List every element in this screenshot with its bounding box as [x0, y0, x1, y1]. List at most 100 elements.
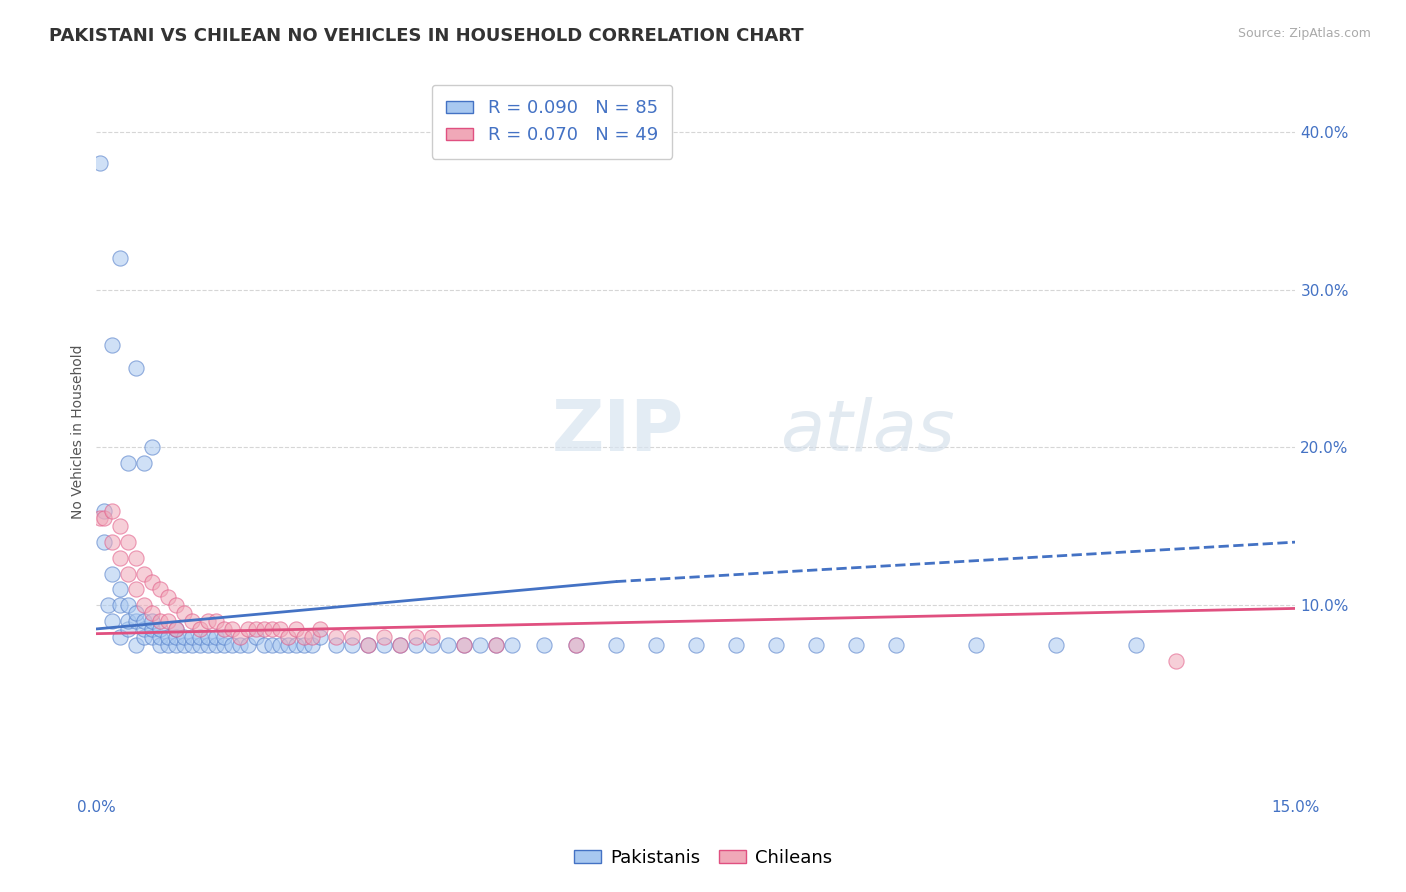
Point: [181, 630, 204, 644]
Point: [110, 519, 132, 533]
Point: [245, 630, 267, 644]
Point: [884, 638, 907, 652]
Point: [301, 630, 323, 644]
Point: [229, 630, 252, 644]
Point: [389, 638, 412, 652]
Point: [157, 591, 180, 605]
Point: [340, 638, 363, 652]
Point: [468, 638, 491, 652]
Point: [125, 550, 148, 565]
Point: [253, 638, 276, 652]
Legend: R = 0.090   N = 85, R = 0.070   N = 49: R = 0.090 N = 85, R = 0.070 N = 49: [432, 85, 672, 159]
Point: [149, 582, 172, 597]
Point: [301, 638, 323, 652]
Text: atlas: atlas: [780, 397, 955, 467]
Point: [173, 630, 195, 644]
Point: [134, 622, 156, 636]
Point: [117, 622, 139, 636]
Point: [420, 630, 443, 644]
Point: [141, 606, 163, 620]
Point: [269, 638, 291, 652]
Point: [134, 630, 156, 644]
Point: [285, 622, 308, 636]
Point: [221, 622, 243, 636]
Point: [340, 630, 363, 644]
Point: [221, 638, 243, 652]
Point: [110, 599, 132, 613]
Point: [165, 622, 187, 636]
Point: [309, 622, 332, 636]
Point: [165, 630, 187, 644]
Point: [212, 630, 235, 644]
Point: [277, 630, 299, 644]
Point: [141, 574, 163, 589]
Point: [405, 630, 427, 644]
Point: [173, 606, 195, 620]
Point: [149, 638, 172, 652]
Text: PAKISTANI VS CHILEAN NO VEHICLES IN HOUSEHOLD CORRELATION CHART: PAKISTANI VS CHILEAN NO VEHICLES IN HOUS…: [49, 27, 804, 45]
Point: [197, 630, 219, 644]
Point: [501, 638, 523, 652]
Point: [1164, 653, 1187, 667]
Point: [157, 630, 180, 644]
Point: [165, 599, 187, 613]
Y-axis label: No Vehicles in Household: No Vehicles in Household: [72, 344, 86, 519]
Point: [134, 614, 156, 628]
Point: [605, 638, 627, 652]
Point: [212, 622, 235, 636]
Point: [253, 622, 276, 636]
Point: [205, 638, 228, 652]
Point: [188, 630, 211, 644]
Point: [125, 361, 148, 376]
Point: [420, 638, 443, 652]
Point: [269, 622, 291, 636]
Point: [188, 622, 211, 636]
Point: [89, 511, 111, 525]
Point: [101, 535, 124, 549]
Point: [309, 630, 332, 644]
Point: [238, 622, 260, 636]
Point: [125, 638, 148, 652]
Point: [1045, 638, 1067, 652]
Point: [141, 441, 163, 455]
Point: [229, 638, 252, 652]
Point: [101, 614, 124, 628]
Point: [117, 535, 139, 549]
Point: [373, 638, 395, 652]
Point: [89, 156, 111, 170]
Point: [149, 614, 172, 628]
Point: [685, 638, 707, 652]
Point: [188, 638, 211, 652]
Point: [389, 638, 412, 652]
Point: [238, 638, 260, 652]
Point: [645, 638, 668, 652]
Point: [453, 638, 475, 652]
Point: [285, 638, 308, 652]
Point: [533, 638, 555, 652]
Point: [1125, 638, 1147, 652]
Point: [565, 638, 588, 652]
Legend: Pakistanis, Chileans: Pakistanis, Chileans: [567, 842, 839, 874]
Point: [165, 622, 187, 636]
Point: [101, 503, 124, 517]
Point: [205, 614, 228, 628]
Point: [804, 638, 827, 652]
Point: [565, 638, 588, 652]
Point: [292, 630, 315, 644]
Point: [134, 566, 156, 581]
Point: [110, 251, 132, 265]
Point: [125, 614, 148, 628]
Point: [245, 622, 267, 636]
Point: [205, 630, 228, 644]
Point: [134, 599, 156, 613]
Point: [97, 599, 120, 613]
Point: [357, 638, 380, 652]
Point: [141, 614, 163, 628]
Point: [141, 622, 163, 636]
Point: [93, 503, 115, 517]
Point: [405, 638, 427, 652]
Text: Source: ZipAtlas.com: Source: ZipAtlas.com: [1237, 27, 1371, 40]
Point: [453, 638, 475, 652]
Point: [212, 638, 235, 652]
Point: [149, 630, 172, 644]
